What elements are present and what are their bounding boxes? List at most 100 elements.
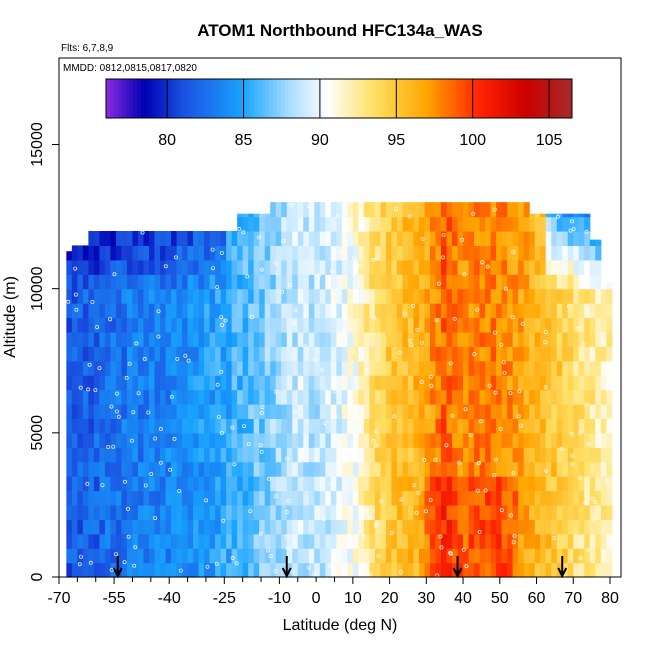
heatmap-cell	[595, 461, 602, 477]
heatmap-cell	[463, 533, 470, 549]
heatmap-cell	[77, 447, 84, 463]
heatmap-cell	[429, 346, 437, 362]
heatmap-cell	[71, 317, 78, 333]
colorbar-segment	[552, 79, 557, 118]
heatmap-cell	[441, 404, 448, 420]
heatmap-cell	[303, 259, 310, 275]
heatmap-cell	[253, 504, 260, 520]
heatmap-cell	[325, 432, 332, 448]
heatmap-cell	[512, 447, 519, 463]
heatmap-cell	[336, 231, 343, 247]
heatmap-cell	[154, 418, 161, 434]
colorbar-segment	[168, 79, 173, 118]
heatmap-cell	[319, 245, 326, 261]
heatmap-cell	[132, 317, 139, 333]
heatmap-cell	[176, 404, 183, 420]
heatmap-cell	[88, 533, 95, 549]
sample-point	[462, 272, 467, 277]
heatmap-cell	[165, 404, 172, 420]
heatmap-cell	[446, 331, 453, 347]
sample-point	[112, 272, 117, 277]
heatmap-cell	[137, 317, 145, 333]
heatmap-cell	[424, 259, 431, 275]
heatmap-cell	[171, 331, 178, 347]
heatmap-cell	[231, 533, 238, 549]
heatmap-cell	[215, 303, 222, 319]
heatmap-cell	[198, 303, 205, 319]
sample-point	[215, 285, 220, 290]
heatmap-cell	[110, 360, 117, 376]
heatmap-cell	[501, 562, 508, 578]
heatmap-cell	[171, 346, 178, 362]
heatmap-cell	[330, 216, 337, 232]
heatmap-cell	[600, 331, 607, 347]
heatmap-cell	[540, 447, 547, 463]
heatmap-cell	[347, 231, 354, 247]
heatmap-cell	[154, 360, 161, 376]
heatmap-cell	[578, 259, 585, 275]
heatmap-cell	[600, 447, 607, 463]
heatmap-cell	[490, 533, 497, 549]
heatmap-cell	[99, 317, 106, 333]
heatmap-cell	[358, 504, 365, 520]
heatmap-cell	[358, 447, 365, 463]
colorbar-segment	[272, 79, 278, 118]
heatmap-cell	[490, 288, 497, 304]
sample-point	[370, 257, 375, 262]
colorbar-segment	[172, 79, 177, 118]
heatmap-cell	[126, 476, 134, 492]
heatmap-cell	[452, 216, 459, 232]
x-tick-label: 10	[344, 590, 362, 607]
colorbar-segment	[214, 79, 220, 118]
heatmap-cell	[336, 447, 343, 463]
heatmap-cell	[600, 490, 607, 506]
heatmap-cell	[556, 404, 563, 420]
heatmap-cell	[215, 360, 222, 376]
heatmap-cell	[286, 389, 293, 405]
heatmap-cell	[242, 274, 249, 290]
heatmap-cell	[391, 461, 398, 477]
heatmap-cell	[198, 404, 205, 420]
heatmap-cell	[182, 375, 189, 391]
heatmap-cell	[121, 418, 128, 434]
heatmap-cell	[441, 216, 448, 232]
sample-point	[428, 497, 433, 502]
heatmap-cell	[160, 548, 167, 564]
heatmap-cell	[457, 476, 464, 492]
heatmap-cell	[424, 245, 431, 261]
heatmap-cell	[303, 490, 310, 506]
sample-point	[483, 488, 488, 493]
heatmap-cell	[490, 346, 497, 362]
heatmap-cell	[308, 447, 315, 463]
sample-point	[343, 315, 348, 320]
heatmap-cell	[479, 562, 486, 578]
heatmap-cell	[534, 213, 541, 218]
heatmap-cell	[270, 216, 277, 232]
heatmap-cell	[286, 288, 293, 304]
x-tick-label: 30	[417, 590, 435, 607]
colorbar-segment	[183, 79, 189, 118]
heatmap-cell	[137, 346, 145, 362]
heatmap-cell	[341, 562, 348, 578]
heatmap-cell	[352, 404, 359, 420]
heatmap-cell	[237, 476, 244, 492]
heatmap-cell	[209, 331, 216, 347]
heatmap-cell	[413, 476, 420, 492]
heatmap-cell	[204, 504, 211, 520]
heatmap-cell	[347, 418, 354, 434]
heatmap-cell	[551, 418, 558, 434]
heatmap-cell	[385, 432, 393, 448]
heatmap-cell	[154, 346, 161, 362]
heatmap-cell	[369, 389, 376, 405]
heatmap-cell	[126, 562, 134, 578]
heatmap-cell	[424, 461, 431, 477]
heatmap-cell	[204, 432, 211, 448]
heatmap-cell	[314, 476, 321, 492]
heatmap-cell	[496, 274, 503, 290]
heatmap-cell	[512, 288, 519, 304]
sample-point	[131, 410, 136, 415]
sample-point	[485, 264, 490, 269]
heatmap-cell	[441, 562, 448, 578]
heatmap-cell	[104, 317, 112, 333]
